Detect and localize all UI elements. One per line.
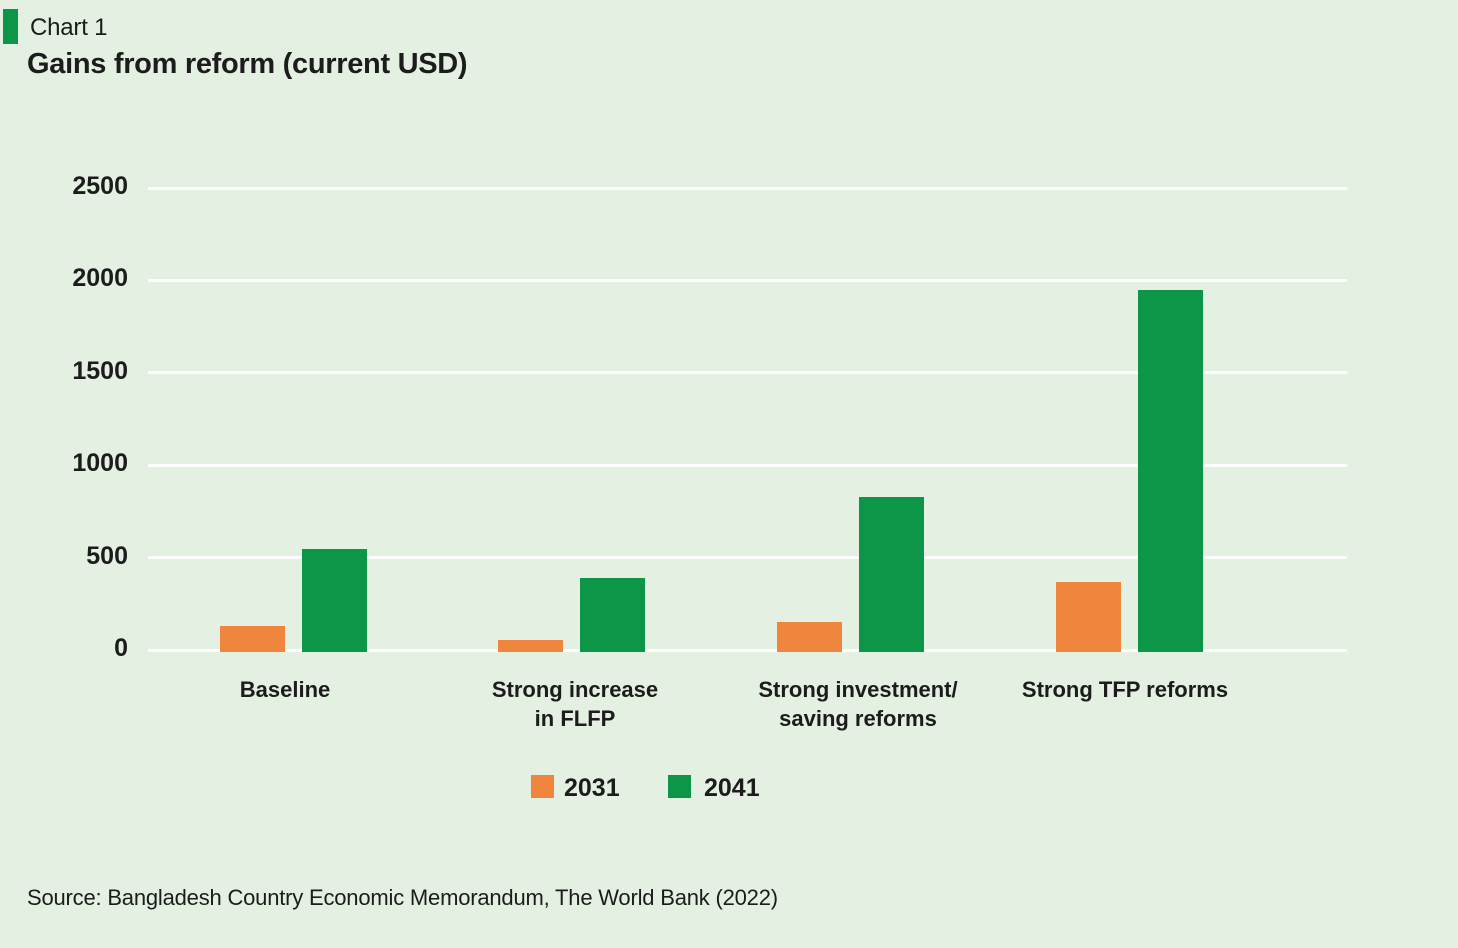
y-tick-label-0: 0 — [114, 634, 128, 662]
gridline-500 — [148, 556, 1347, 560]
gridline-2500 — [148, 186, 1347, 190]
legend-label-2031: 2031 — [564, 774, 620, 802]
x-category-label-3: Strong TFP reforms — [1021, 677, 1229, 702]
legend-swatch-2031 — [531, 775, 554, 798]
y-tick-label-1000: 1000 — [72, 449, 128, 478]
bar-2031-category-2 — [777, 621, 842, 652]
bar-2041-category-1 — [580, 577, 645, 652]
legend-swatch-2041 — [668, 775, 691, 798]
gridline-1500 — [148, 371, 1347, 375]
y-tick-label-2500: 2500 — [72, 172, 128, 200]
legend-label-2041: 2041 — [704, 774, 760, 802]
bar-2041-category-3 — [1137, 289, 1203, 652]
y-tick-label-2000: 2000 — [72, 264, 128, 293]
bar-2031-category-0 — [219, 625, 285, 652]
x-category-label-2: Strong investment/ saving reforms — [758, 677, 958, 731]
y-tick-label-500: 500 — [86, 541, 128, 570]
bar-2041-category-0 — [301, 548, 367, 652]
y-tick-label-1500: 1500 — [72, 356, 128, 385]
bar-2031-category-1 — [498, 639, 563, 652]
gridline-2000 — [148, 278, 1347, 282]
gridline-0 — [148, 648, 1347, 652]
chart-kicker-marker-icon — [3, 9, 18, 44]
chart-kicker: Chart 1 — [30, 14, 108, 41]
x-category-label-0: Baseline — [239, 677, 331, 702]
gridline-1000 — [148, 463, 1347, 467]
bar-2031-category-3 — [1055, 581, 1121, 652]
chart-title: Gains from reform (current USD) — [27, 48, 468, 80]
x-category-label-1: Strong increase in FLFP — [491, 677, 659, 731]
source-note: Source: Bangladesh Country Economic Memo… — [27, 885, 778, 910]
bar-2041-category-2 — [859, 496, 924, 652]
